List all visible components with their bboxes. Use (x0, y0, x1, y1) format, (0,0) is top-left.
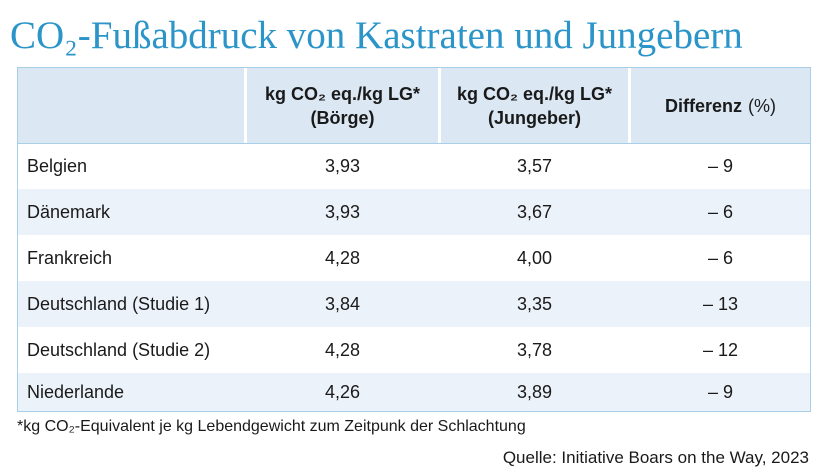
emissions-table: kg CO₂ eq./kg LG* (Börge) kg CO₂ eq./kg … (17, 67, 811, 412)
row-country: Niederlande (27, 382, 125, 402)
row-country: Deutschland (Studie 1) (27, 294, 211, 314)
row-differenz-value: – 9 (707, 156, 734, 176)
header-jungeber-label: (Jungeber) (487, 107, 581, 128)
row-boerge-value: 4,26 (324, 382, 361, 402)
row-jungeber-value: 3,67 (516, 202, 553, 222)
table-row: Frankreich 4,28 4,00 – 6 (18, 235, 810, 281)
row-jungeber-value: 3,78 (516, 340, 553, 360)
table-header-row: kg CO₂ eq./kg LG* (Börge) kg CO₂ eq./kg … (18, 68, 810, 144)
row-jungeber-value: 4,00 (516, 248, 553, 268)
row-boerge-value: 3,93 (324, 156, 361, 176)
header-jungeber-unit: kg CO₂ eq./kg LG* (456, 83, 613, 104)
table-row: Niederlande 4,26 3,89 – 9 (18, 373, 810, 411)
row-differenz-value: – 13 (702, 294, 739, 314)
row-boerge-value: 3,93 (324, 202, 361, 222)
row-country: Frankreich (27, 248, 113, 268)
header-differenz-label: Differenz (664, 95, 742, 116)
row-differenz-value: – 12 (702, 340, 739, 360)
row-jungeber-value: 3,57 (516, 156, 553, 176)
header-differenz: Differenz (%) (631, 68, 810, 143)
row-boerge-value: 4,28 (324, 340, 361, 360)
table-row: Dänemark 3,93 3,67 – 6 (18, 189, 810, 235)
row-country: Dänemark (27, 202, 111, 222)
header-divider (244, 68, 247, 143)
header-jungeber: kg CO₂ eq./kg LG* (Jungeber) (441, 68, 628, 143)
header-boerge-label: (Börge) (310, 107, 375, 128)
header-boerge-unit: kg CO₂ eq./kg LG* (264, 83, 421, 104)
row-country: Belgien (27, 156, 88, 176)
source-note: Quelle: Initiative Boars on the Way, 202… (502, 448, 809, 467)
row-differenz-value: – 6 (707, 248, 734, 268)
table-row: Deutschland (Studie 2) 4,28 3,78 – 12 (18, 327, 810, 373)
header-divider (438, 68, 441, 143)
row-differenz-value: – 6 (707, 202, 734, 222)
row-jungeber-value: 3,35 (516, 294, 553, 314)
footnote: *kg CO₂-Equivalent je kg Lebendgewicht z… (17, 418, 526, 435)
header-boerge: kg CO₂ eq./kg LG* (Börge) (247, 68, 438, 143)
row-jungeber-value: 3,89 (516, 382, 553, 402)
row-differenz-value: – 9 (707, 382, 734, 402)
row-country: Deutschland (Studie 2) (27, 340, 211, 360)
header-divider (628, 68, 631, 143)
row-boerge-value: 4,28 (324, 248, 361, 268)
row-boerge-value: 3,84 (324, 294, 361, 314)
header-differenz-unit: (%) (748, 95, 776, 116)
table-row: Belgien 3,93 3,57 – 9 (18, 143, 810, 189)
table-row: Deutschland (Studie 1) 3,84 3,35 – 13 (18, 281, 810, 327)
page-title: CO₂-Fußabdruck von Kastraten und Jungebe… (10, 14, 743, 57)
